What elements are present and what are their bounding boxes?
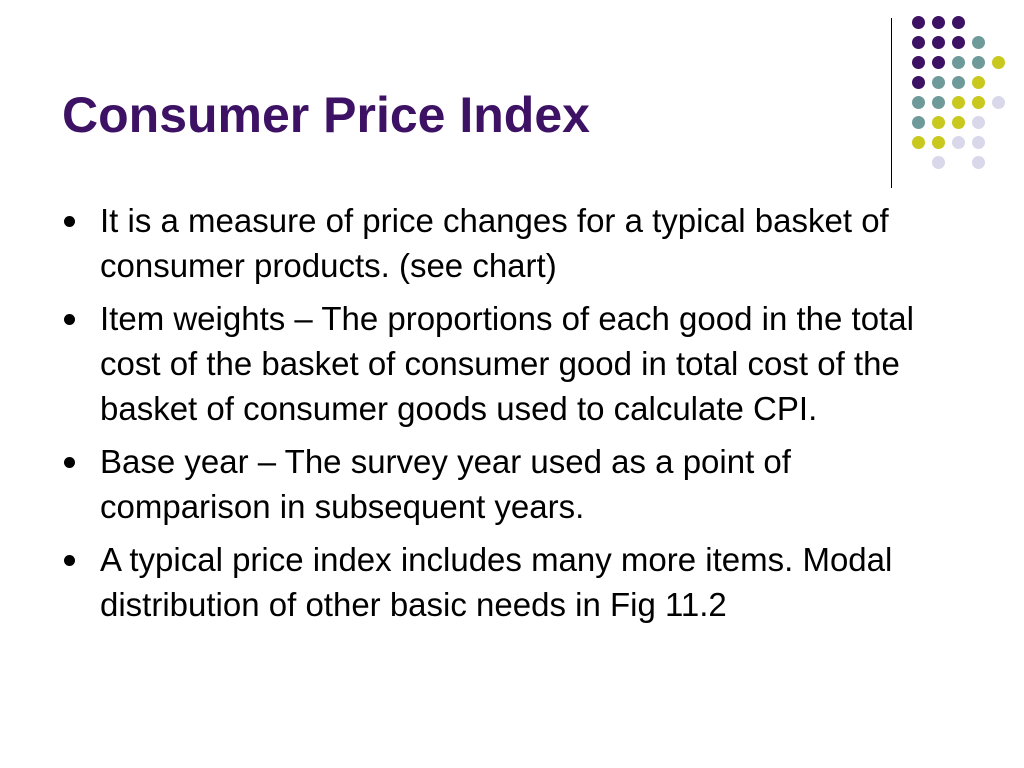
decorative-dot [932, 76, 945, 89]
decorative-dot [912, 36, 925, 49]
bullet-text: Base year – The survey year used as a po… [100, 443, 791, 525]
bullet-icon [64, 457, 75, 468]
decorative-dot [952, 56, 965, 69]
bullet-item: Base year – The survey year used as a po… [62, 439, 962, 529]
decorative-dot [952, 36, 965, 49]
decorative-dot [932, 156, 945, 169]
decorative-dot [952, 116, 965, 129]
bullet-item: It is a measure of price changes for a t… [62, 198, 962, 288]
slide-title: Consumer Price Index [62, 87, 590, 143]
decorative-dot [952, 76, 965, 89]
decorative-dot [932, 36, 945, 49]
title-divider [891, 18, 892, 188]
bullet-list: It is a measure of price changes for a t… [62, 198, 962, 635]
decorative-dot [952, 16, 965, 29]
decorative-dot [912, 116, 925, 129]
decorative-dot [932, 16, 945, 29]
bullet-item: Item weights – The proportions of each g… [62, 296, 962, 431]
bullet-text: It is a measure of price changes for a t… [100, 202, 889, 284]
bullet-text: A typical price index includes many more… [100, 541, 893, 623]
decorative-dot [932, 96, 945, 109]
decorative-dot [972, 36, 985, 49]
decorative-dot [932, 56, 945, 69]
decorative-dot [912, 96, 925, 109]
bullet-icon [64, 314, 75, 325]
decorative-dot [932, 116, 945, 129]
bullet-text: Item weights – The proportions of each g… [100, 300, 914, 427]
decorative-dot [912, 76, 925, 89]
decorative-dot [972, 56, 985, 69]
decorative-dot [952, 136, 965, 149]
decorative-dot [912, 136, 925, 149]
decorative-dot [972, 156, 985, 169]
decorative-dot [912, 56, 925, 69]
decorative-dot [932, 136, 945, 149]
decorative-dot [952, 96, 965, 109]
decorative-dot [972, 76, 985, 89]
decorative-dot [992, 56, 1005, 69]
bullet-item: A typical price index includes many more… [62, 537, 962, 627]
bullet-icon [64, 216, 75, 227]
decorative-dot [912, 16, 925, 29]
decorative-dot [972, 116, 985, 129]
bullet-icon [64, 555, 75, 566]
decorative-dot [972, 136, 985, 149]
decorative-dot [992, 96, 1005, 109]
decorative-dot [972, 96, 985, 109]
